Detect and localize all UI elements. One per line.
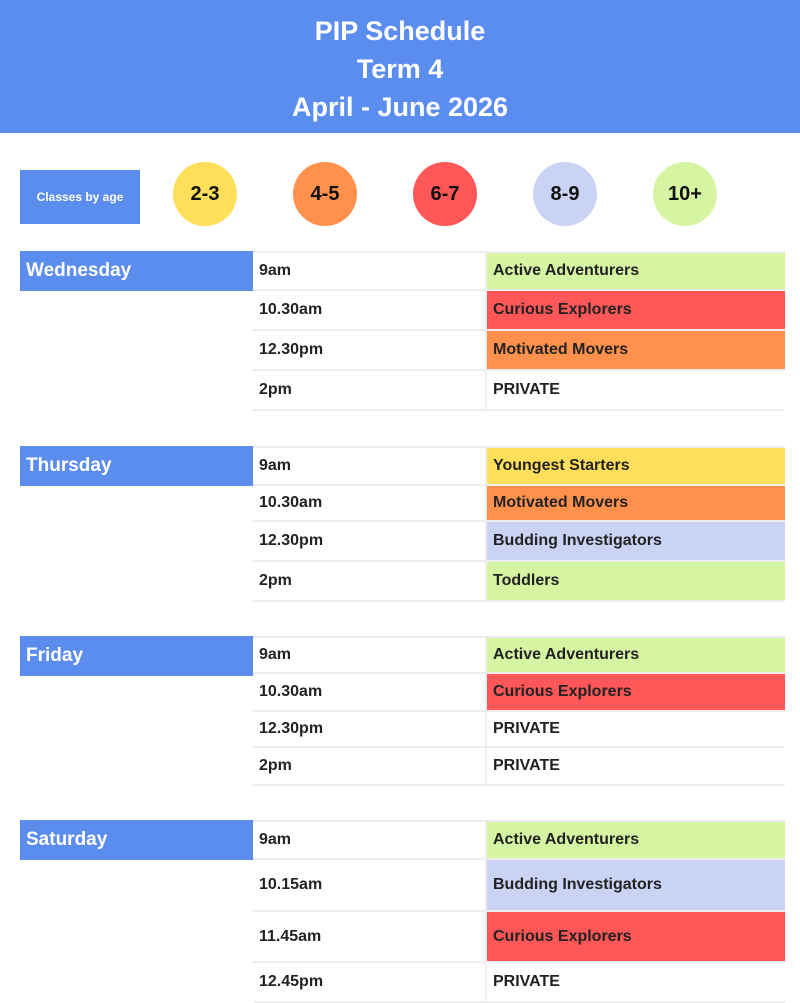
class-time: 2pm [253, 371, 487, 409]
day-label: Wednesday [20, 251, 253, 291]
schedule-row: 10.30am Motivated Movers [253, 486, 785, 522]
age-badge: 10+ [653, 162, 717, 226]
class-name: Curious Explorers [487, 291, 785, 329]
class-name: PRIVATE [487, 371, 785, 409]
class-time: 2pm [253, 748, 487, 784]
term-label: Term 4 [356, 54, 444, 84]
class-name: Curious Explorers [487, 674, 785, 710]
day-schedule-table: 9am Active Adventurers 10.30am Curious Expl… [253, 636, 785, 786]
age-badge: 6-7 [413, 162, 477, 226]
schedule-row: 9am Youngest Starters [253, 446, 785, 486]
class-time: 9am [253, 822, 487, 858]
class-name: Active Adventurers [487, 638, 785, 672]
class-name: Budding Investigators [487, 860, 785, 910]
schedule-row: 2pm PRIVATE [253, 371, 785, 411]
class-name: Motivated Movers [487, 331, 785, 369]
class-time: 10.15am [253, 860, 487, 910]
date-range: April - June 2026 [291, 92, 509, 122]
schedule-row: 12.30pm PRIVATE [253, 712, 785, 748]
class-time: 12.45pm [253, 963, 487, 1001]
day-schedule-table: 9am Active Adventurers 10.30am Curious Expl… [253, 251, 785, 411]
age-badge: 2-3 [173, 162, 237, 226]
schedule-row: 12.45pm PRIVATE [253, 963, 785, 1003]
class-time: 10.30am [253, 674, 487, 710]
class-name: Budding Investigators [487, 522, 785, 560]
day-label: Thursday [20, 446, 253, 486]
schedule-row: 11.45am Curious Explorers [253, 912, 785, 963]
schedule-row: 2pm Toddlers [253, 562, 785, 602]
class-time: 11.45am [253, 912, 487, 961]
schedule-row: 9am Active Adventurers [253, 636, 785, 674]
day-schedule-table: 9am Active Adventurers 10.15am Budding Inve… [253, 820, 785, 1003]
day-label: Saturday [20, 820, 253, 860]
class-time: 12.30pm [253, 331, 487, 369]
class-name: Toddlers [487, 562, 785, 600]
schedule-title: PIP Schedule [314, 16, 486, 46]
age-badge: 8-9 [533, 162, 597, 226]
class-name: Youngest Starters [487, 448, 785, 484]
schedule-row: 10.30am Curious Explorers [253, 674, 785, 712]
class-time: 9am [253, 253, 487, 289]
class-time: 10.30am [253, 291, 487, 329]
class-time: 12.30pm [253, 522, 487, 560]
day-label: Friday [20, 636, 253, 676]
class-time: 9am [253, 638, 487, 672]
legend-label: Classes by age [20, 170, 140, 224]
class-name: Curious Explorers [487, 912, 785, 961]
age-badge: 4-5 [293, 162, 357, 226]
schedule-row: 10.15am Budding Investigators [253, 860, 785, 912]
class-name: Motivated Movers [487, 486, 785, 520]
schedule-row: 9am Active Adventurers [253, 820, 785, 860]
class-name: PRIVATE [487, 963, 785, 1001]
schedule-header: PIP Schedule Term 4 April - June 2026 [0, 0, 800, 133]
class-name: Active Adventurers [487, 822, 785, 858]
class-name: Active Adventurers [487, 253, 785, 289]
class-time: 2pm [253, 562, 487, 600]
class-time: 9am [253, 448, 487, 484]
class-name: PRIVATE [487, 712, 785, 746]
schedule-row: 12.30pm Budding Investigators [253, 522, 785, 562]
schedule-row: 2pm PRIVATE [253, 748, 785, 786]
schedule-row: 9am Active Adventurers [253, 251, 785, 291]
class-name: PRIVATE [487, 748, 785, 784]
class-time: 12.30pm [253, 712, 487, 746]
schedule-row: 10.30am Curious Explorers [253, 291, 785, 331]
day-schedule-table: 9am Youngest Starters 10.30am Motivated Mov… [253, 446, 785, 602]
schedule-row: 12.30pm Motivated Movers [253, 331, 785, 371]
class-time: 10.30am [253, 486, 487, 520]
